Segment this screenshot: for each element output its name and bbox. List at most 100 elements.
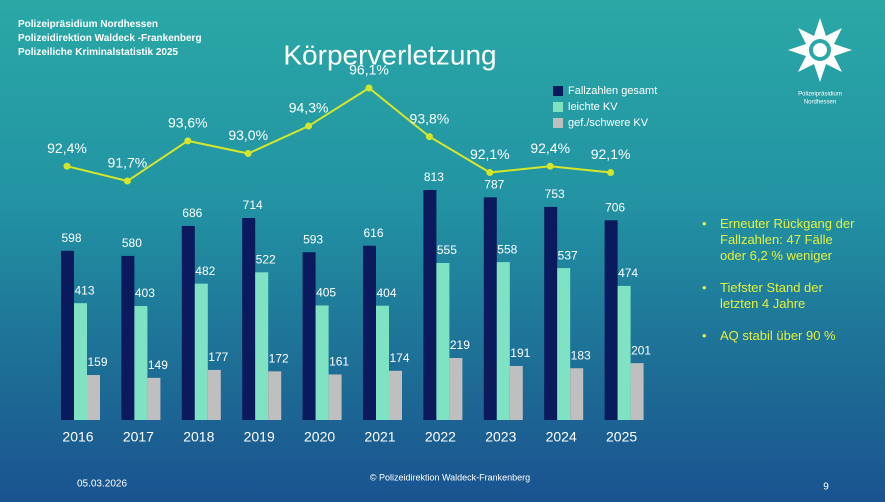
aq-value-label: 92,1% bbox=[591, 146, 631, 162]
aq-value-label: 96,1% bbox=[349, 62, 389, 78]
bar-value-label: 555 bbox=[437, 243, 457, 257]
x-tick-label: 2019 bbox=[244, 429, 275, 445]
bar bbox=[376, 305, 389, 420]
bar-value-label: 413 bbox=[74, 283, 94, 297]
header-line: Polizeipräsidium Nordhessen bbox=[18, 19, 159, 30]
bullet: Erneuter Rückgang der Fallzahlen: 47 Fäl… bbox=[700, 216, 860, 264]
logo-text: Nordhessen bbox=[804, 100, 836, 106]
bar bbox=[242, 218, 256, 420]
aq-value-label: 92,4% bbox=[47, 140, 87, 156]
bar-value-label: 219 bbox=[450, 338, 470, 352]
bar bbox=[194, 283, 208, 420]
bar bbox=[570, 368, 584, 420]
bar-value-label: 191 bbox=[510, 346, 530, 360]
x-tick-label: 2018 bbox=[183, 429, 214, 445]
bar-value-label: 813 bbox=[424, 170, 444, 184]
bar-value-label: 753 bbox=[545, 187, 565, 201]
bar-value-label: 686 bbox=[182, 206, 202, 220]
bullet: AQ stabil über 90 % bbox=[700, 328, 860, 344]
x-tick-label: 2025 bbox=[606, 429, 637, 445]
aq-point bbox=[63, 162, 71, 170]
bar-value-label: 706 bbox=[605, 200, 625, 214]
legend-swatch bbox=[553, 118, 563, 128]
bar-value-label: 616 bbox=[363, 226, 383, 240]
header: Polizeipräsidium Nordhessen Polizeidirek… bbox=[18, 18, 202, 60]
bar bbox=[509, 365, 523, 420]
x-tick-label: 2021 bbox=[364, 429, 395, 445]
footer-page: 9 bbox=[823, 482, 829, 493]
bar-value-label: 598 bbox=[61, 231, 81, 245]
bar-value-label: 474 bbox=[618, 266, 638, 280]
header-line: Polizeiliche Kriminalstatistik 2025 bbox=[18, 47, 179, 58]
bar bbox=[557, 268, 571, 420]
bar bbox=[544, 206, 558, 420]
bar bbox=[147, 377, 161, 420]
aq-point bbox=[486, 169, 494, 177]
bar bbox=[268, 371, 282, 420]
bar bbox=[315, 305, 329, 420]
bar-value-label: 522 bbox=[256, 252, 276, 266]
bar bbox=[181, 225, 195, 420]
aq-point bbox=[305, 122, 313, 130]
legend-label: Fallzahlen gesamt bbox=[568, 85, 657, 97]
bar-value-label: 201 bbox=[631, 343, 651, 357]
bar bbox=[255, 272, 269, 420]
bar-value-label: 177 bbox=[208, 350, 228, 364]
bar bbox=[496, 262, 510, 420]
legend-label: gef./schwere KV bbox=[568, 117, 649, 129]
bar bbox=[389, 370, 402, 420]
bar bbox=[449, 358, 463, 420]
aq-value-label: 93,8% bbox=[410, 110, 450, 126]
bar bbox=[363, 245, 376, 420]
aq-value-label: 94,3% bbox=[289, 100, 329, 116]
bar bbox=[134, 305, 148, 420]
aq-point bbox=[123, 177, 131, 185]
aq-point bbox=[365, 84, 373, 92]
bar-value-label: 593 bbox=[303, 232, 323, 246]
bar bbox=[61, 250, 74, 420]
bar bbox=[87, 375, 100, 420]
aq-line bbox=[66, 86, 611, 183]
aq-point bbox=[425, 133, 433, 141]
aq-value-label: 93,6% bbox=[168, 115, 208, 131]
aq-value-label: 92,1% bbox=[470, 146, 510, 162]
bar-value-label: 714 bbox=[243, 198, 263, 212]
legend-swatch bbox=[553, 102, 563, 112]
legend-swatch bbox=[553, 86, 563, 96]
footer-copyright: © Polizeidirektion Waldeck-Frankenberg bbox=[370, 472, 530, 482]
bar bbox=[423, 190, 437, 420]
bar bbox=[604, 220, 618, 420]
bar-value-label: 482 bbox=[195, 264, 215, 278]
aq-point bbox=[184, 137, 192, 145]
legend-label: leichte KV bbox=[568, 101, 618, 113]
bar bbox=[436, 262, 450, 420]
aq-value-label: 93,0% bbox=[228, 127, 268, 143]
x-tick-label: 2017 bbox=[123, 429, 154, 445]
bar-value-label: 405 bbox=[316, 286, 336, 300]
bar bbox=[483, 197, 497, 420]
bar-value-label: 537 bbox=[558, 248, 578, 262]
chart-title: Körperverletzung bbox=[283, 39, 496, 70]
bar bbox=[630, 363, 644, 420]
header-line: Polizeidirektion Waldeck -Frankenberg bbox=[18, 33, 202, 44]
footer-date: 05.03.2026 bbox=[77, 479, 127, 490]
bar-value-label: 580 bbox=[122, 236, 142, 250]
bar bbox=[328, 374, 342, 420]
bar-value-label: 159 bbox=[87, 355, 107, 369]
x-tick-label: 2020 bbox=[304, 429, 335, 445]
bullet: Tiefster Stand der letzten 4 Jahre bbox=[700, 280, 860, 312]
bar-value-label: 183 bbox=[571, 348, 591, 362]
bar-value-label: 558 bbox=[497, 242, 517, 256]
bar bbox=[121, 255, 135, 420]
x-tick-label: 2024 bbox=[546, 429, 577, 445]
bar bbox=[207, 369, 221, 420]
bar-value-label: 149 bbox=[148, 358, 168, 372]
bar-value-label: 403 bbox=[135, 286, 155, 300]
x-tick-label: 2022 bbox=[425, 429, 456, 445]
aq-point bbox=[546, 162, 554, 170]
bar-value-label: 404 bbox=[376, 286, 396, 300]
aq-value-label: 91,7% bbox=[108, 155, 148, 171]
bar-value-label: 174 bbox=[389, 351, 409, 365]
bar-value-label: 172 bbox=[269, 352, 289, 366]
